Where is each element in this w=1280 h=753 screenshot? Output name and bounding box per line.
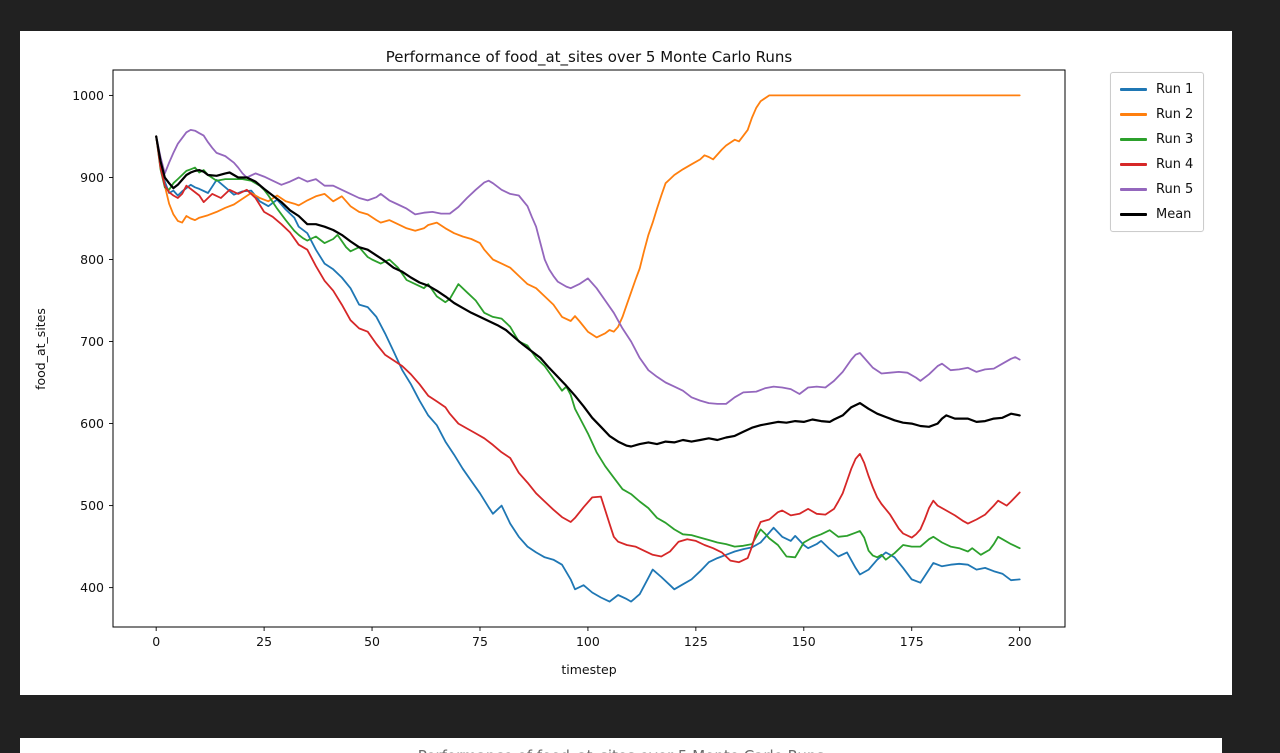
legend-item: Run 5: [1120, 180, 1193, 199]
legend-item: Mean: [1120, 205, 1193, 224]
legend-item: Run 2: [1120, 105, 1193, 124]
y-axis-label: food_at_sites: [33, 308, 48, 390]
series-line-run-3: [155, 135, 1021, 561]
legend-label: Run 1: [1156, 82, 1194, 97]
chart-title: Performance of food_at_sites over 5 Mont…: [386, 48, 793, 67]
x-tick-label: 100: [576, 634, 600, 649]
x-tick-label: 75: [472, 634, 488, 649]
legend-line-swatch: [1120, 113, 1147, 116]
legend-item: Run 4: [1120, 155, 1193, 174]
x-axis-label: timestep: [561, 662, 616, 677]
y-tick-label: 700: [80, 334, 104, 349]
axes-frame: [112, 69, 1066, 628]
legend-label: Mean: [1156, 207, 1192, 222]
second-figure-panel: Performance of food_at_sites over 5 Mont…: [20, 738, 1222, 753]
legend-line-swatch: [1120, 138, 1147, 141]
legend-label: Run 4: [1156, 157, 1194, 172]
series-line-run-2: [155, 94, 1021, 339]
y-tick-label: 900: [80, 170, 104, 185]
legend-label: Run 3: [1156, 132, 1194, 147]
x-tick-label: 50: [364, 634, 380, 649]
figure-panel: Performance of food_at_sites over 5 Mont…: [20, 31, 1232, 695]
line-chart: Performance of food_at_sites over 5 Mont…: [33, 48, 1066, 677]
x-tick-label: 25: [256, 634, 272, 649]
y-tick-label: 400: [80, 580, 104, 595]
legend-label: Run 2: [1156, 107, 1194, 122]
x-tick-label: 0: [152, 634, 160, 649]
y-tick-label: 600: [80, 416, 104, 431]
series-line-run-1: [155, 135, 1021, 603]
x-tick-label: 175: [900, 634, 924, 649]
second-figure-title-fragment: Performance of food_at_sites over 5 Mont…: [20, 738, 1222, 753]
legend-line-swatch: [1120, 213, 1147, 216]
legend-line-swatch: [1120, 88, 1147, 91]
y-tick-label: 1000: [72, 88, 104, 103]
legend-item: Run 1: [1120, 80, 1193, 99]
y-tick-label: 500: [80, 498, 104, 513]
legend-line-swatch: [1120, 163, 1147, 166]
legend: Run 1 Run 2 Run 3 Run 4 Run 5 Mean: [1110, 72, 1205, 232]
legend-line-swatch: [1120, 188, 1147, 191]
series-line-run-4: [155, 135, 1021, 564]
legend-item: Run 3: [1120, 130, 1193, 149]
x-tick-label: 150: [792, 634, 816, 649]
series-line-mean: [155, 135, 1021, 448]
x-tick-label: 125: [684, 634, 708, 649]
legend-label: Run 5: [1156, 182, 1194, 197]
y-tick-label: 800: [80, 252, 104, 267]
series-line-run-5: [155, 129, 1021, 405]
x-tick-label: 200: [1008, 634, 1032, 649]
